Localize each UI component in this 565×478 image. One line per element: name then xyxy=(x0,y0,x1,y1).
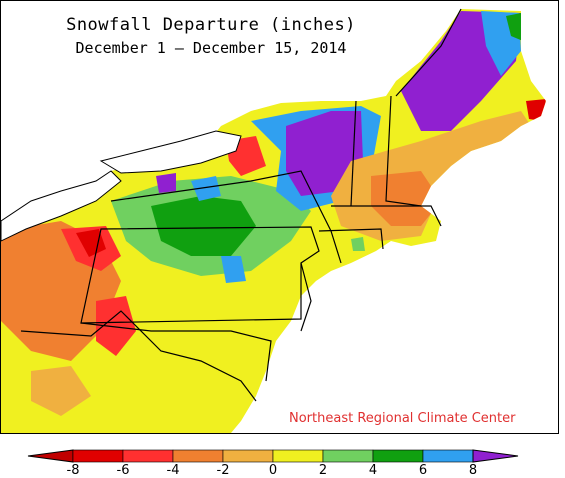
zone-minus-6-wv xyxy=(96,296,136,356)
colorbar-tick-label: 6 xyxy=(418,463,428,478)
connecticut-outline xyxy=(318,228,384,250)
colorbar-tick-label: -6 xyxy=(116,463,130,478)
colorbar-segment xyxy=(272,449,324,463)
colorbar-segment xyxy=(322,449,374,463)
lake-erie xyxy=(0,170,122,242)
vermont-nh-outline xyxy=(385,95,422,207)
colorbar-tick-label: -8 xyxy=(66,463,80,478)
zone-plus-4-maine xyxy=(506,13,523,41)
maine-outline xyxy=(395,8,462,97)
colorbar-high-arrow xyxy=(472,449,519,463)
colorbar-tick-label: -2 xyxy=(216,463,230,478)
map-credit: Northeast Regional Climate Center xyxy=(289,411,516,426)
massachusetts-outline xyxy=(331,205,442,227)
map-frame: Snowfall Departure (inches) December 1 —… xyxy=(0,0,559,434)
lake-ontario xyxy=(99,130,242,174)
zone-plus-2-ct xyxy=(351,237,365,251)
new-jersey-outline xyxy=(300,262,312,332)
colorbar-low-arrow xyxy=(27,449,74,463)
colorbar-segment xyxy=(372,449,424,463)
zone-plus-4-central xyxy=(151,196,256,256)
vermont-west-outline xyxy=(350,100,357,207)
state-boundaries xyxy=(20,8,462,402)
colorbar-segment xyxy=(222,449,274,463)
colorbar-segment xyxy=(172,449,224,463)
colorbar-segment xyxy=(122,449,174,463)
zone-minus-4-newengland xyxy=(371,171,441,226)
colorbar-tick-label: 2 xyxy=(318,463,328,478)
colorbar-tick-label: 8 xyxy=(468,463,478,478)
zone-plus-8-ny-west xyxy=(156,173,176,193)
new-york-outline xyxy=(110,170,342,264)
west-virginia-outline xyxy=(20,310,257,402)
maryland-outline xyxy=(80,322,272,382)
zone-plus-6-pa xyxy=(221,256,246,283)
colorbar-legend xyxy=(27,449,519,463)
map-subtitle: December 1 — December 15, 2014 xyxy=(75,39,347,57)
map-title: Snowfall Departure (inches) xyxy=(66,15,356,35)
colorbar-segment xyxy=(72,449,124,463)
colorbar-tick-label: 0 xyxy=(268,463,278,478)
zone-minus-2-wv xyxy=(31,366,91,416)
colorbar-segment xyxy=(422,449,474,463)
snowfall-departure-map xyxy=(0,8,546,433)
colorbar-tick-label: -4 xyxy=(166,463,180,478)
colorbar-tick-label: 4 xyxy=(368,463,378,478)
zone-plus-6-ny xyxy=(191,176,221,201)
zone-minus-8-downeast xyxy=(526,99,546,121)
zone-minus-8-erie xyxy=(76,229,106,257)
map-land xyxy=(1,9,546,433)
